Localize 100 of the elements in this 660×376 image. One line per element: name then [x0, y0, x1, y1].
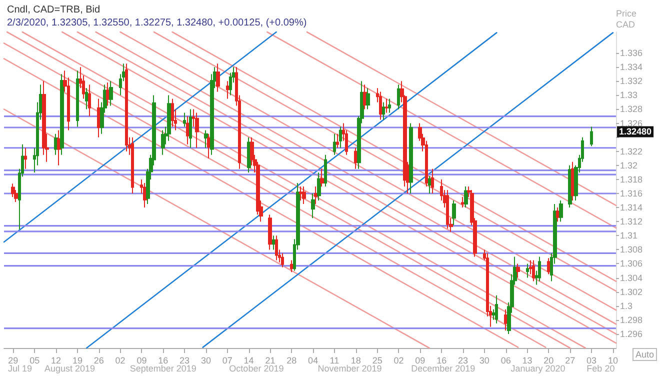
candlestick [272, 235, 275, 250]
x-tick-label: 29 [8, 356, 18, 366]
candlestick [385, 98, 388, 114]
candlestick [57, 130, 61, 166]
x-tick-label: 27 [565, 356, 576, 366]
candlestick [333, 133, 336, 156]
candlestick [281, 252, 284, 268]
y-tick-label: 1.326 [620, 118, 643, 128]
x-tick-label: 14 [244, 356, 254, 366]
candlestick [125, 63, 128, 152]
x-tick-label: 23 [458, 356, 468, 366]
y-tick-label: 1.318 [620, 174, 643, 184]
y-tick-label: 1.304 [620, 272, 643, 283]
x-tick-label: 21 [265, 356, 276, 366]
text: Feb 20 [586, 364, 615, 374]
x-tick-label: 05 [30, 356, 40, 366]
y-tick-label: 1.3 [620, 300, 633, 311]
candlestick [409, 122, 413, 194]
y-tick-label: 1.298 [620, 314, 643, 325]
x-tick-label: 19 [72, 356, 82, 366]
x-tick-label: 10 [608, 356, 618, 366]
candlestick [382, 102, 385, 120]
y-tick-label: 1.336 [620, 48, 643, 58]
x-tick-label: 26 [94, 356, 104, 366]
y-tick-label: 1.332 [620, 76, 643, 86]
x-tick-label: 12 [51, 356, 62, 366]
candlestick [109, 80, 113, 106]
candlestick [76, 70, 79, 128]
candlestick [556, 207, 560, 222]
candlestick [85, 88, 88, 110]
candlestick [431, 168, 434, 194]
y-tick-label: 1.296 [620, 328, 643, 339]
candlestick [204, 130, 208, 148]
text: November 2019 [318, 364, 382, 374]
candlestick [311, 193, 315, 219]
x-tick-label: 30 [200, 356, 211, 366]
candlestick [106, 82, 110, 106]
x-tick-label: 02 [394, 356, 404, 366]
candlestick [268, 214, 272, 250]
candlestick [275, 235, 278, 261]
y-tick-label: 1.314 [620, 202, 643, 213]
chart-subtitle: 2/3/2020, 1.32305, 1.32550, 1.32275, 1.32480, +0.00125, (+0.09%) [7, 18, 307, 28]
x-tick-label: 18 [350, 356, 361, 366]
annotation: 1.32480 [619, 126, 652, 137]
candlestick [195, 112, 199, 148]
candlestick [339, 126, 342, 148]
x-tick-label: 07 [222, 356, 232, 366]
candlestick [379, 91, 382, 120]
x-tick-label: 13 [522, 356, 532, 366]
candlestick [516, 263, 520, 278]
candlestick [302, 186, 306, 205]
candlestick [428, 175, 431, 194]
x-tick-label: 03 [586, 356, 597, 366]
x-tick-label: 09 [415, 356, 426, 366]
candlestick [324, 154, 327, 187]
candlestick [186, 116, 189, 145]
y-axis-title: Price CAD [616, 8, 637, 30]
candlestick [559, 200, 563, 222]
y-tick-label: 1.334 [620, 62, 643, 72]
y-tick-label: 1.308 [620, 244, 643, 255]
candlestick [167, 94, 171, 142]
x-tick-label: 11 [330, 356, 340, 366]
candlestick [183, 112, 186, 128]
candlestick [526, 263, 529, 278]
candlestick [131, 136, 134, 194]
text: December 2019 [411, 364, 476, 374]
candlestick [538, 256, 541, 282]
candlestick [446, 190, 449, 230]
candlestick [388, 98, 391, 114]
x-tick-label: 30 [479, 356, 490, 366]
candlestick [464, 186, 468, 208]
text: September 2019 [130, 364, 196, 374]
candlestick [504, 308, 508, 331]
candlestick [590, 126, 593, 147]
x-tick-label: 09 [136, 356, 147, 366]
text: January 2020 [510, 364, 566, 374]
candlestick [452, 200, 456, 226]
x-tick-label: 25 [372, 356, 382, 366]
candlestick [189, 108, 192, 148]
text: Auto [635, 350, 654, 360]
candlestick [314, 186, 318, 205]
candlestick [336, 133, 339, 148]
candlestick [171, 98, 174, 128]
x-tick-label: 20 [544, 356, 554, 366]
candlestick [366, 88, 370, 110]
candlestick [397, 84, 400, 110]
candlestick [161, 130, 165, 156]
text: Jul 19 [8, 364, 32, 374]
candlestick [88, 84, 91, 117]
candlestick [143, 182, 147, 208]
candlestick [320, 168, 324, 187]
text: October 2019 [229, 364, 284, 374]
y-tick-label: 1.312 [620, 216, 643, 227]
candlestick [532, 260, 535, 282]
x-tick-label: 16 [158, 356, 168, 366]
candlestick [495, 294, 498, 324]
x-tick-label: 28 [286, 356, 297, 366]
y-tick-label: 1.32 [620, 160, 638, 170]
x-tick-label: 06 [500, 356, 511, 366]
candlestick [11, 183, 15, 198]
